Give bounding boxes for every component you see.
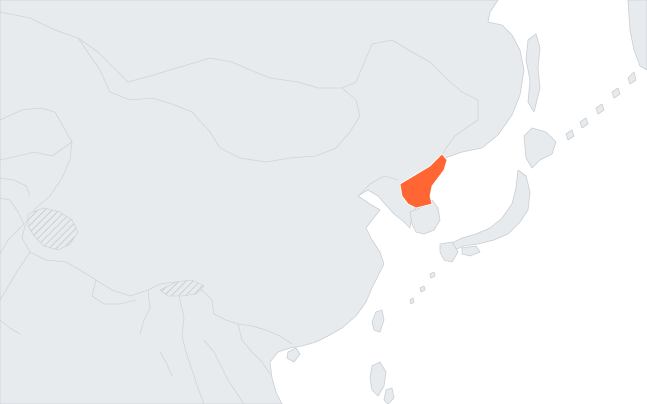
japan-kyushu[interactable] (439, 241, 459, 263)
kuril-islands[interactable] (565, 71, 637, 141)
japan-shikoku[interactable] (461, 245, 481, 257)
sakhalin[interactable] (525, 33, 541, 113)
taiwan[interactable] (371, 309, 385, 333)
japan-hokkaido[interactable] (523, 127, 557, 169)
ryukyu-islands[interactable] (409, 271, 436, 305)
border-kazakhstan (0, 107, 73, 143)
kamchatka[interactable] (627, 0, 647, 71)
border-central-asia (0, 141, 73, 225)
disputed-arunachal[interactable] (159, 279, 205, 297)
border-south-asia (0, 223, 151, 335)
border-southeast-asia (175, 281, 293, 404)
highlighted-country-north-korea[interactable] (399, 153, 448, 209)
border-india-nepal (0, 319, 173, 377)
hainan[interactable] (286, 347, 301, 363)
border-mongolia-china (77, 37, 361, 163)
disputed-kashmir[interactable] (27, 207, 79, 251)
philippines[interactable] (369, 361, 395, 404)
mainland-asia[interactable] (0, 0, 525, 404)
japan-honshu[interactable] (449, 169, 531, 251)
border-russia-south (0, 11, 479, 161)
border-coast-liaodong (357, 175, 399, 197)
